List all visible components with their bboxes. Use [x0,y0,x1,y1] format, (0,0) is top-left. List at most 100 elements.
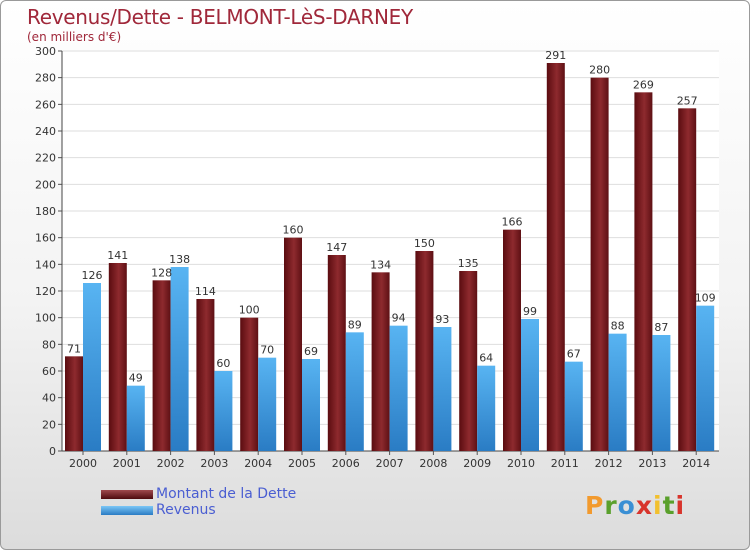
y-tick-label: 280 [35,72,56,85]
data-label-dette: 147 [326,241,347,254]
bar-revenus [214,371,233,451]
bar-dette [634,92,653,451]
bar-revenus [433,327,452,451]
bar-revenus [83,283,101,451]
x-tick-label: 2006 [332,457,360,470]
bar-dette [284,237,302,451]
data-label-dette: 269 [633,78,654,91]
logo-letter: P [585,491,605,520]
bar-revenus [345,332,364,451]
data-label-revenus: 138 [169,253,190,266]
y-tick-label: 260 [35,98,56,111]
bar-revenus [652,335,671,451]
y-tick-label: 80 [42,338,56,351]
data-label-revenus: 89 [348,318,362,331]
x-tick-label: 2010 [507,457,535,470]
data-label-revenus: 88 [611,320,625,333]
bar-dette [678,108,697,451]
x-tick-label: 2007 [376,457,404,470]
x-tick-label: 2004 [244,457,272,470]
x-tick-label: 2001 [113,457,141,470]
y-tick-label: 20 [42,418,56,431]
y-tick-label: 100 [35,312,56,325]
data-label-dette: 166 [502,216,523,229]
data-label-revenus: 93 [435,313,449,326]
x-tick-label: 2000 [69,457,97,470]
y-tick-label: 120 [35,285,56,298]
y-tick-label: 160 [35,232,56,245]
logo-letter: x [635,491,653,520]
data-label-dette: 114 [195,285,216,298]
data-label-dette: 135 [458,257,479,270]
data-label-revenus: 94 [392,312,406,325]
bar-revenus [126,385,145,451]
bar-dette [327,255,346,451]
data-label-dette: 71 [67,342,81,355]
data-label-revenus: 126 [82,269,103,282]
y-tick-label: 240 [35,125,56,138]
chart-subtitle: (en milliers d'€) [27,30,122,44]
x-tick-label: 2009 [463,457,491,470]
bar-revenus [170,267,189,451]
bar-dette [196,299,215,451]
x-tick-label: 2008 [419,457,447,470]
logo-letter: o [617,491,636,520]
data-label-dette: 134 [370,258,391,271]
data-label-dette: 160 [283,224,304,237]
chart-title: Revenus/Dette - BELMONT-LèS-DARNEY [27,5,413,29]
bar-dette [590,77,609,452]
logo-letter: t [662,491,676,520]
data-label-dette: 280 [589,64,610,77]
data-label-revenus: 60 [216,357,230,370]
bar-revenus [389,325,408,451]
data-label-dette: 257 [677,94,698,107]
legend-swatch-dette [101,490,153,499]
logo-letter: r [604,491,618,520]
y-tick-label: 60 [42,365,56,378]
data-label-dette: 128 [151,266,172,279]
bar-revenus [477,365,496,451]
y-tick-label: 40 [42,392,56,405]
y-tick-label: 180 [35,205,56,218]
data-label-revenus: 109 [695,292,716,305]
legend-swatch-revenus [101,506,153,515]
bar-dette [546,63,565,451]
data-label-revenus: 49 [129,372,143,385]
x-tick-label: 2002 [157,457,185,470]
bar-dette [503,229,521,451]
data-label-revenus: 87 [654,321,668,334]
bar-revenus [564,361,583,451]
y-tick-label: 300 [35,45,56,58]
y-tick-label: 140 [35,258,56,271]
bar-revenus [258,357,277,451]
logo-letter: i [653,491,663,520]
data-label-revenus: 99 [523,305,537,318]
y-tick-label: 0 [49,445,56,458]
proxiti-logo: Proxiti [585,491,685,520]
bar-revenus [302,359,320,451]
data-label-dette: 141 [107,249,128,262]
data-label-dette: 100 [239,304,260,317]
bar-revenus [696,305,715,451]
x-tick-label: 2013 [638,457,666,470]
data-label-dette: 150 [414,237,435,250]
x-tick-label: 2011 [551,457,579,470]
bar-dette [459,271,478,451]
x-tick-label: 2003 [200,457,228,470]
bar-dette [65,356,83,451]
bar-dette [108,263,127,451]
logo-letter: i [675,491,686,520]
legend-label-revenus: Revenus [156,502,216,518]
x-tick-label: 2014 [682,457,710,470]
y-tick-label: 220 [35,152,56,165]
bar-revenus [608,333,627,451]
bar-revenus [521,319,539,451]
data-label-revenus: 67 [567,348,581,361]
x-tick-label: 2012 [595,457,623,470]
data-label-revenus: 64 [479,352,493,365]
bar-dette [152,280,171,451]
bar-dette [371,272,390,451]
data-label-dette: 291 [545,49,566,62]
